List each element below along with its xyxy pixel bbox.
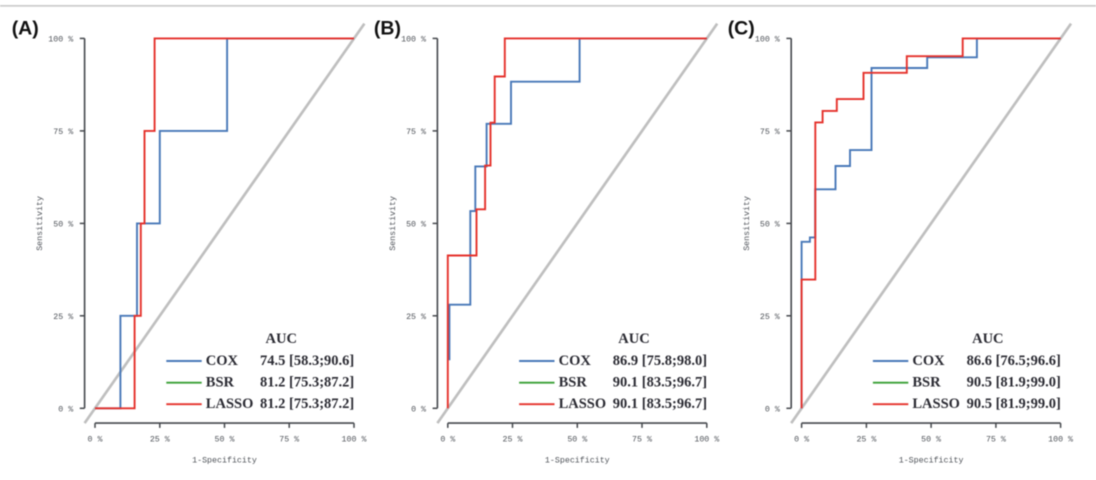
svg-text:Sensitivity: Sensitivity: [35, 196, 45, 251]
svg-text:86.9 [75.8;98.0]: 86.9 [75.8;98.0]: [613, 353, 707, 369]
svg-text:75 %: 75 %: [279, 435, 299, 444]
svg-text:90.1 [83.5;96.7]: 90.1 [83.5;96.7]: [613, 396, 707, 412]
svg-text:1-Specificity: 1-Specificity: [545, 455, 610, 465]
svg-text:75 %: 75 %: [406, 128, 426, 137]
svg-text:LASSO: LASSO: [912, 396, 960, 412]
svg-text:25 %: 25 %: [503, 435, 523, 444]
svg-text:50 %: 50 %: [921, 435, 941, 444]
svg-text:86.6 [76.5;96.6]: 86.6 [76.5;96.6]: [967, 353, 1061, 369]
svg-text:100 %: 100 %: [401, 35, 426, 44]
svg-text:0 %: 0 %: [440, 435, 455, 444]
svg-text:25 %: 25 %: [53, 313, 73, 322]
svg-text:50 %: 50 %: [215, 435, 235, 444]
svg-text:25 %: 25 %: [856, 435, 876, 444]
svg-text:COX: COX: [559, 353, 592, 369]
svg-text:75 %: 75 %: [760, 128, 780, 137]
svg-text:100 %: 100 %: [342, 435, 367, 444]
svg-text:100 %: 100 %: [694, 435, 719, 444]
svg-text:LASSO: LASSO: [559, 396, 607, 412]
svg-text:AUC: AUC: [266, 331, 297, 347]
svg-text:50 %: 50 %: [567, 435, 587, 444]
svg-text:50 %: 50 %: [760, 220, 780, 229]
svg-text:75 %: 75 %: [632, 435, 652, 444]
svg-text:COX: COX: [912, 353, 945, 369]
svg-text:0 %: 0 %: [765, 405, 780, 414]
svg-text:0 %: 0 %: [58, 405, 73, 414]
svg-text:AUC: AUC: [618, 331, 649, 347]
svg-text:AUC: AUC: [972, 331, 1003, 347]
svg-text:1-Specificity: 1-Specificity: [192, 455, 257, 465]
svg-text:COX: COX: [206, 353, 239, 369]
svg-text:Sensitivity: Sensitivity: [388, 196, 398, 251]
svg-text:LASSO: LASSO: [206, 396, 254, 412]
svg-text:25 %: 25 %: [150, 435, 170, 444]
svg-text:50 %: 50 %: [53, 220, 73, 229]
svg-text:0 %: 0 %: [88, 435, 103, 444]
svg-text:0 %: 0 %: [794, 435, 809, 444]
svg-text:(A): (A): [12, 18, 39, 40]
svg-text:BSR: BSR: [912, 375, 941, 391]
svg-text:50 %: 50 %: [406, 220, 426, 229]
svg-text:90.1 [83.5;96.7]: 90.1 [83.5;96.7]: [613, 375, 707, 391]
svg-text:75 %: 75 %: [986, 435, 1006, 444]
svg-text:BSR: BSR: [559, 375, 588, 391]
svg-text:25 %: 25 %: [760, 313, 780, 322]
svg-text:1-Specificity: 1-Specificity: [899, 455, 964, 465]
svg-text:(C): (C): [728, 18, 755, 40]
svg-text:100 %: 100 %: [1048, 435, 1073, 444]
svg-text:25 %: 25 %: [406, 313, 426, 322]
svg-text:BSR: BSR: [206, 375, 235, 391]
svg-text:90.5 [81.9;99.0]: 90.5 [81.9;99.0]: [967, 375, 1061, 391]
svg-text:100 %: 100 %: [755, 35, 780, 44]
svg-text:74.5 [58.3;90.6]: 74.5 [58.3;90.6]: [260, 353, 354, 369]
svg-text:(B): (B): [374, 18, 401, 40]
svg-text:100 %: 100 %: [48, 35, 73, 44]
svg-text:0 %: 0 %: [411, 405, 426, 414]
svg-text:90.5 [81.9;99.0]: 90.5 [81.9;99.0]: [967, 396, 1061, 412]
svg-text:81.2 [75.3;87.2]: 81.2 [75.3;87.2]: [260, 396, 354, 412]
svg-text:Sensitivity: Sensitivity: [742, 196, 752, 251]
svg-text:75 %: 75 %: [53, 128, 73, 137]
svg-text:81.2 [75.3;87.2]: 81.2 [75.3;87.2]: [260, 375, 354, 391]
